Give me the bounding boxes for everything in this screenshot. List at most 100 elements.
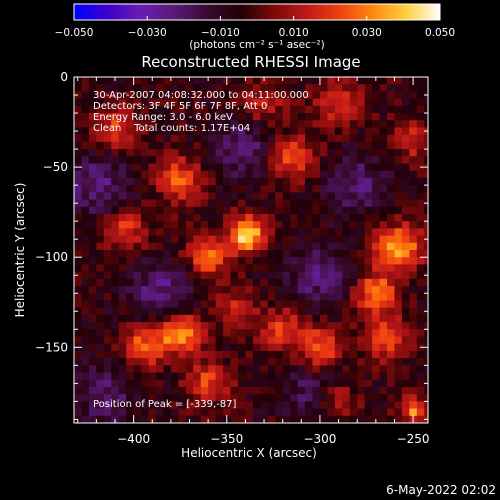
heatmap-cell — [364, 242, 373, 251]
heatmap-cell — [319, 278, 328, 287]
heatmap-cell — [297, 113, 306, 121]
heatmap-cell — [185, 322, 194, 330]
heatmap-cell — [275, 98, 284, 107]
heatmap-cell — [208, 156, 217, 165]
heatmap-cell — [312, 127, 321, 136]
heatmap-cell — [327, 271, 336, 280]
heatmap-cell — [334, 141, 343, 150]
heatmap-cell — [118, 120, 127, 129]
heatmap-cell — [372, 372, 381, 381]
heatmap-cell — [170, 350, 179, 359]
heatmap-cell — [349, 213, 358, 222]
heatmap-cell — [416, 228, 425, 237]
heatmap-cell — [275, 401, 284, 410]
heatmap-cell — [208, 177, 217, 186]
heatmap-cell — [260, 156, 269, 165]
heatmap-cell — [185, 199, 194, 208]
heatmap-cell — [81, 84, 90, 93]
heatmap-cell — [319, 242, 328, 251]
heatmap-cell — [312, 314, 321, 323]
heatmap-cell — [88, 113, 97, 121]
heatmap-cell — [215, 77, 224, 85]
heatmap-cell — [424, 278, 428, 287]
heatmap-cell — [170, 314, 179, 323]
heatmap-cell — [297, 141, 306, 150]
heatmap-cell — [416, 379, 425, 388]
heatmap-cell — [297, 235, 306, 244]
heatmap-cell — [141, 192, 150, 201]
heatmap-cell — [401, 257, 410, 266]
heatmap-cell — [379, 415, 388, 423]
heatmap-cell — [282, 293, 291, 302]
heatmap-cell — [260, 98, 269, 107]
heatmap-cell — [409, 113, 418, 121]
heatmap-cell — [245, 372, 254, 381]
heatmap-cell — [327, 257, 336, 266]
heatmap-cell — [349, 372, 358, 381]
heatmap-cell — [334, 235, 343, 244]
heatmap-cell — [252, 177, 261, 186]
heatmap-cell — [275, 278, 284, 287]
heatmap-cell — [230, 235, 239, 244]
heatmap-cell — [170, 271, 179, 280]
heatmap-cell — [74, 278, 83, 287]
heatmap-cell — [357, 84, 366, 93]
heatmap-cell — [111, 300, 120, 309]
heatmap-cell — [118, 415, 127, 423]
heatmap-cell — [364, 185, 373, 193]
heatmap-cell — [305, 221, 314, 229]
heatmap-cell — [148, 278, 157, 287]
heatmap-cell — [282, 141, 291, 150]
heatmap-cell — [275, 177, 284, 186]
heatmap-cell — [312, 91, 321, 100]
heatmap-cell — [126, 358, 135, 366]
heatmap-cell — [88, 329, 97, 338]
heatmap-cell — [364, 264, 373, 273]
heatmap-cell — [327, 415, 336, 423]
heatmap-cell — [193, 264, 202, 273]
heatmap-cell — [245, 257, 254, 266]
heatmap-cell — [305, 149, 314, 157]
heatmap-cell — [103, 127, 112, 136]
heatmap-cell — [349, 394, 358, 402]
heatmap-cell — [364, 163, 373, 172]
heatmap-cell — [290, 401, 299, 410]
heatmap-cell — [394, 113, 403, 121]
heatmap-cell — [111, 257, 120, 266]
heatmap-cell — [424, 113, 428, 121]
heatmap-cell — [260, 170, 269, 179]
heatmap-cell — [237, 394, 247, 402]
heatmap-cell — [185, 379, 194, 388]
heatmap-cell — [394, 401, 403, 410]
heatmap-cell — [118, 141, 127, 150]
heatmap-cell — [372, 329, 381, 338]
heatmap-cell — [349, 84, 358, 93]
heatmap-cell — [409, 98, 418, 107]
heatmap-cell — [193, 408, 202, 417]
colorbar-unit-label: (photons cm⁻² s⁻¹ asec⁻²) — [189, 39, 324, 51]
heatmap-cell — [88, 105, 97, 114]
heatmap-cell — [133, 278, 142, 287]
heatmap-cell — [252, 105, 261, 114]
heatmap-cell — [133, 185, 142, 193]
heatmap-cell — [133, 120, 142, 129]
heatmap-cell — [81, 91, 90, 100]
heatmap-cell — [260, 350, 269, 359]
heatmap-cell — [133, 379, 142, 388]
heatmap-cell — [133, 213, 142, 222]
heatmap-cell — [401, 271, 410, 280]
heatmap-cell — [267, 386, 276, 395]
heatmap-cell — [401, 264, 410, 273]
colorbar-tick-label: 0.050 — [425, 27, 455, 39]
heatmap-cell — [237, 192, 247, 201]
heatmap-cell — [170, 386, 179, 395]
heatmap-cell — [96, 141, 105, 150]
colorbar-tick-label: 0.010 — [279, 27, 309, 39]
heatmap-cell — [111, 156, 120, 165]
heatmap-cell — [260, 379, 269, 388]
heatmap-cell — [282, 415, 291, 423]
heatmap-cell — [126, 415, 135, 423]
heatmap-cell — [357, 394, 366, 402]
heatmap-cell — [305, 307, 314, 316]
heatmap-cell — [178, 177, 187, 186]
